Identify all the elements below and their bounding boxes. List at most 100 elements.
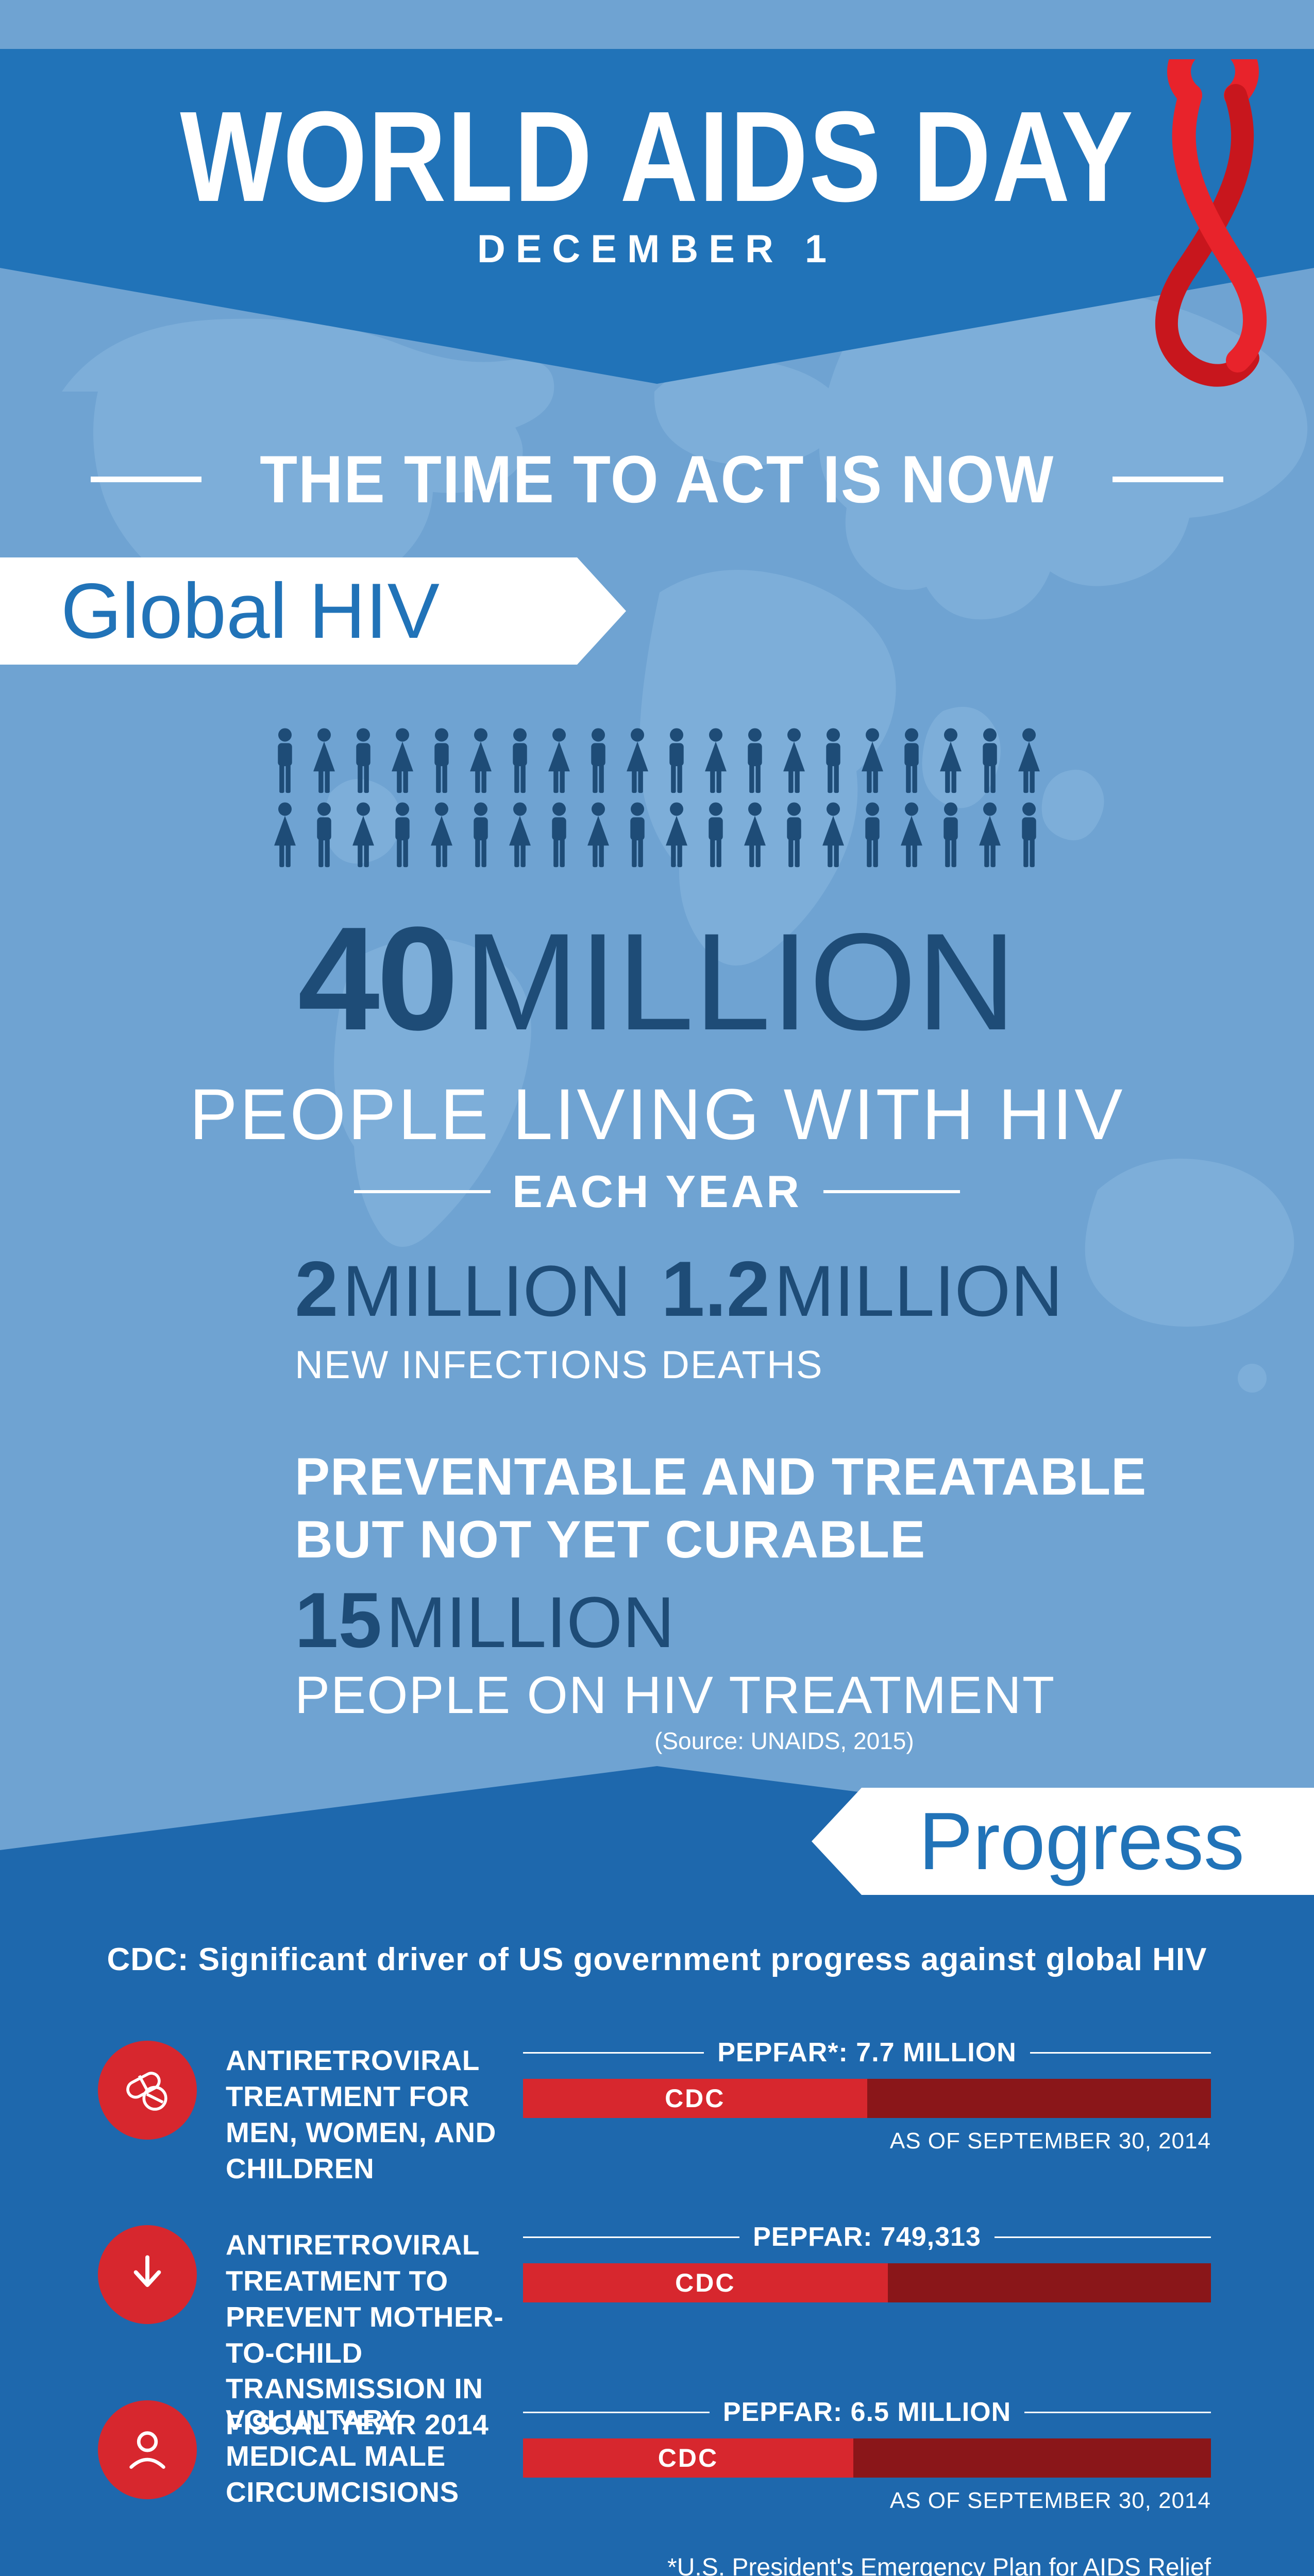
person-icon-male [1014,802,1044,869]
person-icon-female [897,802,926,869]
person-icon-female [779,727,809,794]
stat-label: DEATHS [661,1343,823,1387]
bar-total-label-row: PEPFAR: 749,313 [523,2222,1211,2252]
global-hiv-banner: Global HIV [0,557,626,665]
stat-people-living-with-hiv-label: PEOPLE LIVING WITH HIV [189,1074,1125,1155]
person-icon-female [975,802,1005,869]
stat-number: 15 [295,1577,382,1664]
progress-section: CDC: Significant driver of US government… [0,1766,1314,2576]
person-icon-male [857,802,887,869]
person-icon-female [309,727,339,794]
person-icon-female [544,727,574,794]
stat-people-on-treatment-label: PEOPLE ON HIV TREATMENT [295,1666,1056,1724]
global-hiv-banner-label: Global HIV [61,567,440,655]
person-icon-male [544,802,574,869]
person-icon-female [388,727,417,794]
person-icon-female [622,727,652,794]
bar-cdc-label: CDC [665,2084,726,2113]
pills-icon [98,2041,197,2140]
each-year-line-left [354,1190,491,1193]
person-icon-male [309,802,339,869]
person-icon-female [740,802,770,869]
tagline-text: THE TIME TO ACT IS NOW [259,442,1055,517]
page-title: WORLD AIDS DAY [180,84,1134,228]
person-icon-male [662,727,692,794]
person-icon-male [466,802,496,869]
pepfar-footnote: *U.S. President's Emergency Plan for AID… [667,2554,1211,2576]
person-icon [98,2400,197,2499]
stat-unit: MILLION [463,904,1017,1059]
stacked-bar: CDC [523,2079,1211,2118]
each-year-row: EACH YEAR [0,1165,1314,1218]
progress-bar-group: PEPFAR: 749,313 CDC [523,2222,1211,2313]
stacked-bar: CDC [523,2263,1211,2302]
bar-pepfar-remainder-segment [853,2438,1211,2478]
bar-cdc-label: CDC [675,2268,736,2297]
stacked-bar: CDC [523,2438,1211,2478]
progress-bar-group: PEPFAR: 6.5 MILLION CDC AS OF SEPTEMBER … [523,2397,1211,2514]
stat-deaths: 1.2 MILLION DEATHS [661,1244,1063,1387]
progress-banner: Progress [812,1788,1314,1895]
person-icon-male [583,727,613,794]
person-icon-male [779,802,809,869]
bar-total-label-row: PEPFAR: 6.5 MILLION [523,2397,1211,2427]
as-of-date: AS OF SEPTEMBER 30, 2014 [889,2128,1211,2154]
tagline-line-right [1113,476,1224,482]
bar-cdc-segment: CDC [523,2263,888,2302]
person-icon-female [701,727,731,794]
stat-number: 2 [295,1245,339,1333]
person-icon-male [740,727,770,794]
person-icon-male [348,727,378,794]
stat-unit: MILLION [342,1250,631,1331]
tagline-line-left [90,476,201,482]
person-icon-female [818,802,848,869]
message-line-2: BUT NOT YET CURABLE [295,1510,926,1569]
person-icon-male [505,727,535,794]
person-icon-female [936,727,966,794]
people-pictogram-row [0,802,1314,869]
stat-people-living-with-hiv: 40 MILLION [0,894,1314,1063]
progress-banner-label: Progress [918,1795,1244,1887]
bar-total-label: PEPFAR*: 7.7 MILLION [717,2038,1017,2067]
bar-total-label: PEPFAR: 6.5 MILLION [722,2397,1012,2427]
progress-row-vmmc: VOLUNTARY MEDICAL MALE CIRCUMCISIONS PEP… [0,2397,1314,2567]
stat-people-on-treatment: 15 MILLION [295,1575,675,1666]
bar-pepfar-remainder-segment [887,2263,1211,2302]
bar-cdc-segment: CDC [523,2079,867,2118]
each-year-line-right [823,1190,960,1193]
person-icon-male [975,727,1005,794]
each-year-label: EACH YEAR [512,1166,802,1217]
source-citation: (Source: UNAIDS, 2015) [654,1727,914,1754]
progress-row-label: VOLUNTARY MEDICAL MALE CIRCUMCISIONS [226,2404,459,2508]
person-icon-male [388,802,417,869]
message-line-1: PREVENTABLE AND TREATABLE [295,1447,1147,1506]
world-map-background [62,251,1308,1393]
person-icon-female [348,802,378,869]
person-icon-female [270,802,300,869]
person-icon-female [466,727,496,794]
progress-row-label: ANTIRETROVIRAL TREATMENT TO PREVENT MOTH… [226,2229,504,2441]
people-pictogram-grid [0,727,1314,876]
progress-row-art-treatment: ANTIRETROVIRAL TREATMENT FOR MEN, WOMEN,… [0,2038,1314,2208]
down-arrow-icon [98,2225,197,2324]
person-icon-female [662,802,692,869]
person-icon-male [818,727,848,794]
bar-pepfar-remainder-segment [867,2079,1211,2118]
header-date: DECEMBER 1 [477,227,837,271]
stat-number: 40 [297,896,459,1061]
stat-unit: MILLION [386,1582,675,1663]
bar-cdc-segment: CDC [523,2438,853,2478]
progress-bar-group: PEPFAR*: 7.7 MILLION CDC AS OF SEPTEMBER… [523,2038,1211,2154]
person-icon-female [583,802,613,869]
person-icon-male [270,727,300,794]
preventable-treatable-message: PREVENTABLE AND TREATABLE BUT NOT YET CU… [295,1445,1147,1571]
people-pictogram-row [0,727,1314,794]
person-icon-male [936,802,966,869]
bar-total-label: PEPFAR: 749,313 [753,2222,981,2252]
red-awareness-ribbon-icon [1155,59,1267,387]
person-icon-male [622,802,652,869]
bar-total-label-row: PEPFAR*: 7.7 MILLION [523,2038,1211,2067]
progress-heading: CDC: Significant driver of US government… [107,1942,1207,1977]
stat-number: 1.2 [661,1245,770,1333]
